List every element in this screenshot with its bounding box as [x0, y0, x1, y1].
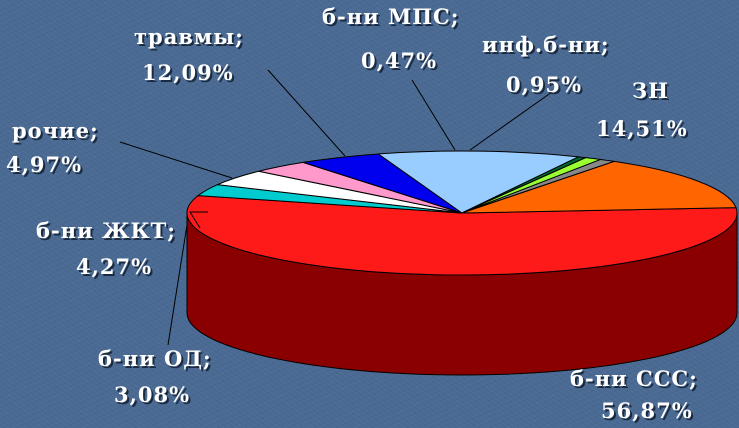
- svg-text:14,51%: 14,51%: [598, 118, 690, 143]
- label-od-value: 3,08%: [114, 382, 190, 407]
- label-travmy-value: 12,09%: [142, 60, 234, 85]
- leader-line-od: [167, 224, 188, 346]
- svg-text:инф.б-ни;: инф.б-ни;: [484, 34, 612, 59]
- label-mps: б-ни МПС; б-ни МПС; 0,47% 0,47%: [322, 4, 462, 75]
- label-zhkt-name: б-ни ЖКТ;: [36, 218, 176, 243]
- label-travmy-name: травмы;: [134, 24, 244, 49]
- pie-slice-10-top: [461, 160, 737, 214]
- svg-text:3,08%: 3,08%: [116, 384, 192, 409]
- svg-text:0,47%: 0,47%: [363, 50, 439, 75]
- svg-text:б-ни ОД;: б-ни ОД;: [100, 348, 214, 373]
- leader-line-prochie: [119, 141, 233, 179]
- leader-line-mps: [411, 79, 456, 151]
- label-prochie: рочие; рочие; 4,97% 4,97%: [6, 118, 101, 179]
- label-inf-name: инф.б-ни;: [482, 32, 610, 57]
- label-sss-name: б-ни ССС;: [570, 366, 698, 391]
- leader-line-zhkt: [189, 211, 208, 229]
- label-zn-value: 14,51%: [596, 116, 688, 141]
- svg-text:травмы;: травмы;: [136, 26, 246, 51]
- label-travmy: травмы; травмы; 12,09% 12,09%: [134, 24, 246, 87]
- label-od: б-ни ОД; б-ни ОД; 3,08% 3,08%: [98, 346, 214, 409]
- label-mps-name: б-ни МПС;: [322, 4, 460, 29]
- label-zhkt: б-ни ЖКТ; б-ни ЖКТ; 4,27% 4,27%: [36, 218, 178, 281]
- leader-line-inf: [469, 91, 553, 151]
- label-zn-name: ЗН: [632, 78, 669, 103]
- label-prochie-name: рочие;: [12, 118, 99, 143]
- pie-slice-6-top: [376, 150, 581, 214]
- svg-text:4,27%: 4,27%: [78, 256, 154, 281]
- label-mps-value: 0,47%: [361, 48, 437, 73]
- leader-lines: [119, 69, 553, 346]
- label-od-name: б-ни ОД;: [98, 346, 212, 371]
- svg-text:0,95%: 0,95%: [508, 74, 584, 99]
- svg-text:б-ни ССС;: б-ни ССС;: [572, 368, 700, 393]
- pie-slice-1-top: [186, 195, 738, 276]
- leader-line-travmy: [267, 69, 346, 157]
- svg-text:б-ни МПС;: б-ни МПС;: [324, 6, 462, 31]
- svg-text:12,09%: 12,09%: [144, 62, 236, 87]
- pie-top-layer: [186, 150, 738, 276]
- label-sss: б-ни ССС; б-ни ССС; 56,87% 56,87%: [570, 366, 700, 425]
- label-prochie-value: 4,97%: [6, 152, 82, 177]
- label-inf: инф.б-ни; инф.б-ни; 0,95% 0,95%: [482, 32, 612, 99]
- label-inf-value: 0,95%: [506, 72, 582, 97]
- label-zhkt-value: 4,27%: [76, 254, 152, 279]
- svg-text:4,97%: 4,97%: [8, 154, 84, 179]
- svg-text:б-ни ЖКТ;: б-ни ЖКТ;: [38, 220, 178, 245]
- svg-text:ЗН: ЗН: [634, 80, 671, 105]
- label-sss-value: 56,87%: [601, 398, 693, 423]
- svg-text:рочие;: рочие;: [14, 120, 101, 145]
- label-zn: ЗН ЗН 14,51% 14,51%: [596, 78, 690, 143]
- svg-text:56,87%: 56,87%: [603, 400, 695, 425]
